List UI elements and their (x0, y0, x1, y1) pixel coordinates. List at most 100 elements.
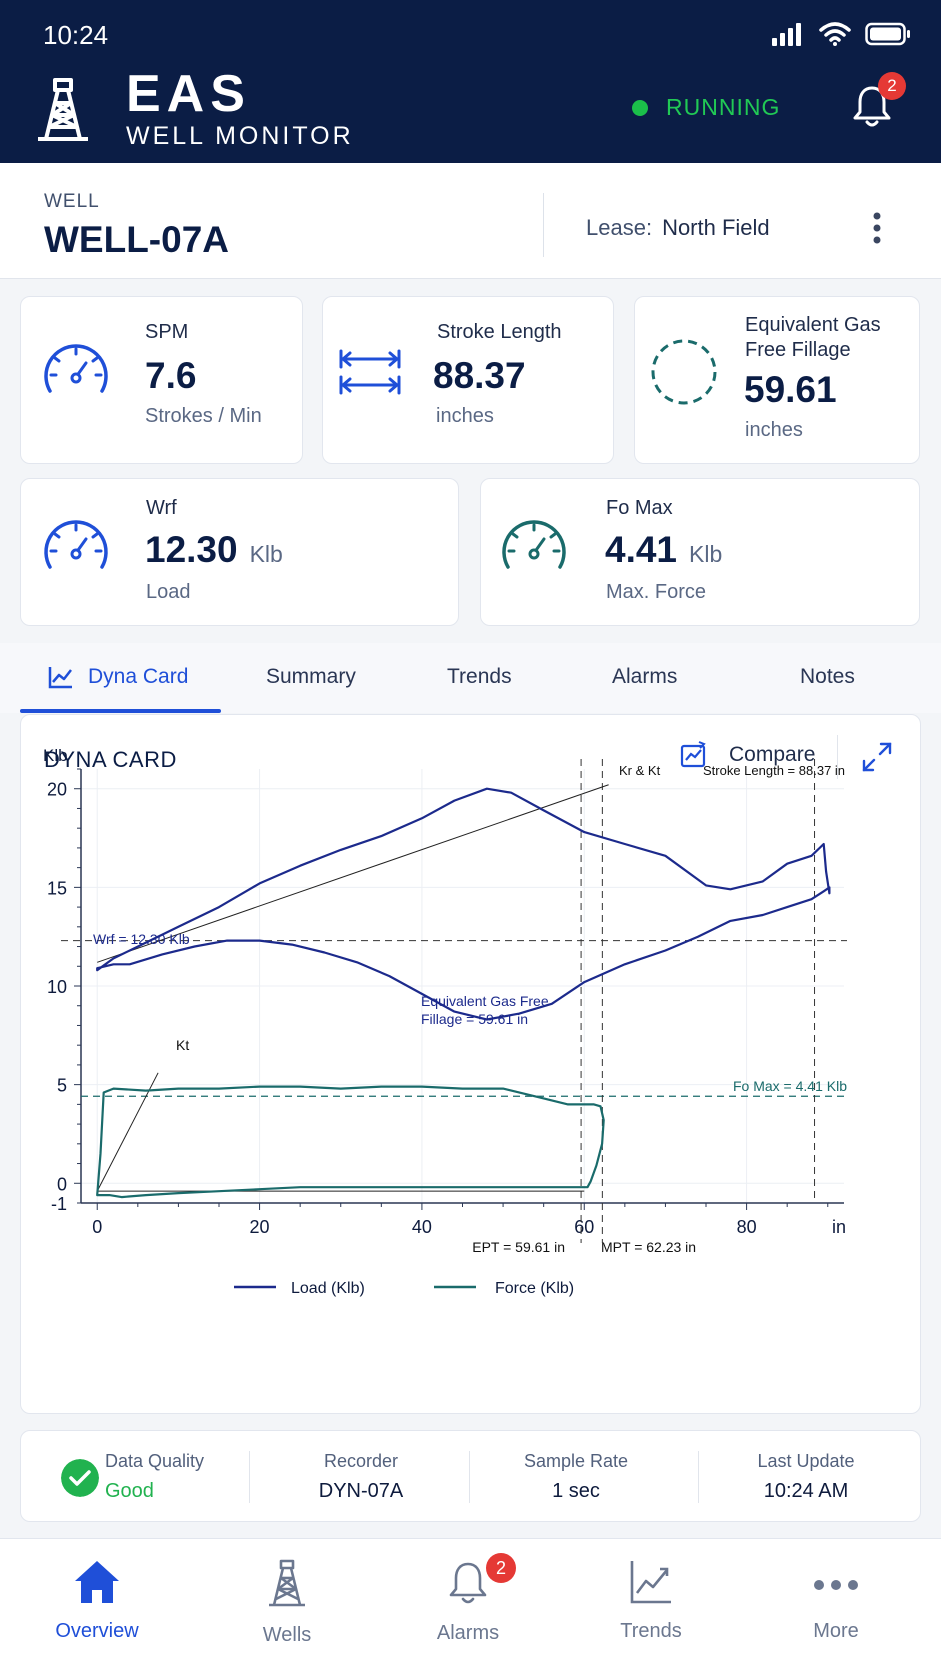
check-circle-icon (61, 1459, 99, 1497)
compare-button[interactable]: Compare (679, 741, 815, 769)
tab-alarms[interactable]: Alarms (612, 665, 678, 688)
metric-card-stroke-length[interactable]: Stroke Length 88.37 inches (322, 296, 614, 464)
egff-annotation-line2: Fillage = 59.61 in (421, 1011, 528, 1027)
notification-badge: 2 (878, 72, 906, 100)
x-tick-label: 40 (412, 1217, 432, 1237)
x-tick-label: 80 (737, 1217, 757, 1237)
more-dots-icon (814, 1580, 858, 1590)
home-icon (75, 1561, 119, 1603)
stroke-length-unit: inches (436, 405, 494, 427)
nav-label: Trends (620, 1620, 682, 1642)
wifi-icon (819, 22, 851, 46)
stroke-length-label: Stroke Length (437, 321, 562, 343)
x-tick-label: 60 (574, 1217, 594, 1237)
divider (698, 1451, 699, 1503)
metric-card-spm[interactable]: SPM 7.6 Strokes / Min (20, 296, 303, 464)
stroke-length-value: 88.37 (433, 355, 526, 396)
compare-label: Compare (729, 743, 816, 766)
wrf-annotation: Wrf = 12.30 Klb (93, 931, 190, 947)
tab-label: Dyna Card (88, 665, 189, 688)
spm-label: SPM (145, 321, 189, 343)
derrick-logo-icon (38, 77, 88, 141)
nav-alarms[interactable]: 2 Alarms (398, 1553, 538, 1645)
stroke-length-annotation: Stroke Length = 88.37 in (703, 763, 845, 778)
fo-max-annotation: Fo Max = 4.41 Klb (733, 1078, 847, 1094)
kt-slope-line (96, 1072, 159, 1192)
data-quality: Data Quality Good (105, 1451, 204, 1503)
last-update-value: 10:24 AM (763, 1480, 849, 1502)
kt-annotation: Kt (176, 1037, 189, 1053)
well-label: WELL (44, 191, 100, 212)
data-info-bar: Data Quality Good Recorder DYN-07A Sampl… (20, 1430, 921, 1522)
expand-icon[interactable] (861, 741, 893, 773)
stroke-length-icon (339, 349, 401, 395)
more-options-icon[interactable] (872, 211, 882, 245)
wrf-sub: Load (146, 581, 191, 603)
nav-label: Wells (262, 1624, 312, 1646)
notifications-button[interactable]: 2 (852, 72, 906, 133)
battery-icon (865, 22, 910, 46)
gauge-icon (44, 520, 108, 569)
kr-kt-slope-line (97, 784, 609, 963)
recorder-value: DYN-07A (318, 1480, 404, 1502)
system-icons (771, 22, 911, 46)
bottom-navigation: Overview Wells 2 Alarms Trends (0, 1538, 941, 1672)
last-update-label: Last Update (757, 1451, 855, 1471)
metric-card-gas-free-fillage[interactable]: Equivalent Gas Free Fillage 59.61 inches (634, 296, 920, 464)
ept-annotation: EPT = 59.61 in (472, 1239, 565, 1255)
wrf-unit: Klb (249, 541, 283, 567)
brand: EAS WELL MONITOR (36, 68, 354, 151)
legend-force-label: Force (Klb) (495, 1280, 574, 1297)
tab-summary[interactable]: Summary (266, 665, 356, 688)
y-tick-label: 5 (57, 1076, 67, 1096)
x-axis-label: in (832, 1217, 846, 1237)
nav-more[interactable]: More (766, 1559, 906, 1643)
wrf-value: 12.30 (145, 529, 238, 570)
brand-subtitle: WELL MONITOR (126, 122, 354, 150)
tab-notes[interactable]: Notes (800, 665, 855, 688)
nav-label: Alarms (436, 1622, 500, 1644)
metric-card-wrf[interactable]: Wrf 12.30 Klb Load (20, 478, 459, 626)
data-quality-label: Data Quality (105, 1451, 205, 1471)
nav-label: More (813, 1620, 859, 1642)
y-axis-label: Klb (43, 746, 68, 765)
bell-icon (449, 1562, 487, 1604)
y-tick-label: 20 (47, 780, 67, 800)
chart-title: DYNA CARD (44, 747, 177, 772)
lease-info: Lease: North Field (586, 215, 770, 241)
last-update: Last Update 10:24 AM (701, 1451, 911, 1503)
egff-annotation-line1: Equivalent Gas Free (421, 993, 549, 1009)
wrf-value-row: 12.30 Klb (145, 529, 283, 571)
x-tick-label: 20 (250, 1217, 270, 1237)
egff-label: Equivalent Gas Free Fillage (745, 313, 881, 363)
nav-trends[interactable]: Trends (581, 1559, 721, 1643)
nav-label: Overview (55, 1620, 139, 1642)
alarms-badge: 2 (486, 1553, 516, 1583)
y-tick-label: 0 (57, 1174, 67, 1194)
well-name[interactable]: WELL-07A (44, 219, 229, 260)
spm-unit: Strokes / Min (145, 405, 262, 427)
nav-wells[interactable]: Wells (217, 1559, 357, 1647)
legend-load-label: Load (Klb) (291, 1280, 365, 1297)
wrf-label: Wrf (146, 497, 177, 519)
app-header: 10:24 (0, 0, 941, 163)
dashed-circle-icon (651, 339, 717, 405)
gauge-icon (44, 344, 108, 393)
tab-trends[interactable]: Trends (447, 665, 512, 688)
egff-label-line2: Free Fillage (745, 339, 851, 361)
metric-card-fo-max[interactable]: Fo Max 4.41 Klb Max. Force (480, 478, 920, 626)
kr-kt-annotation: Kr & Kt (619, 763, 661, 778)
fo-max-label: Fo Max (606, 497, 673, 519)
nav-overview[interactable]: Overview (27, 1559, 167, 1643)
tab-dyna-card[interactable]: Dyna Card (48, 665, 188, 689)
divider (249, 1451, 250, 1503)
fo-max-sub: Max. Force (606, 581, 707, 603)
running-status: RUNNING (632, 94, 780, 121)
y-tick-label: 10 (47, 977, 67, 997)
running-label: RUNNING (666, 94, 781, 120)
divider (837, 735, 838, 779)
egff-unit: inches (745, 419, 803, 441)
brand-title: EAS (126, 65, 251, 123)
status-bar: 10:24 (0, 0, 941, 70)
